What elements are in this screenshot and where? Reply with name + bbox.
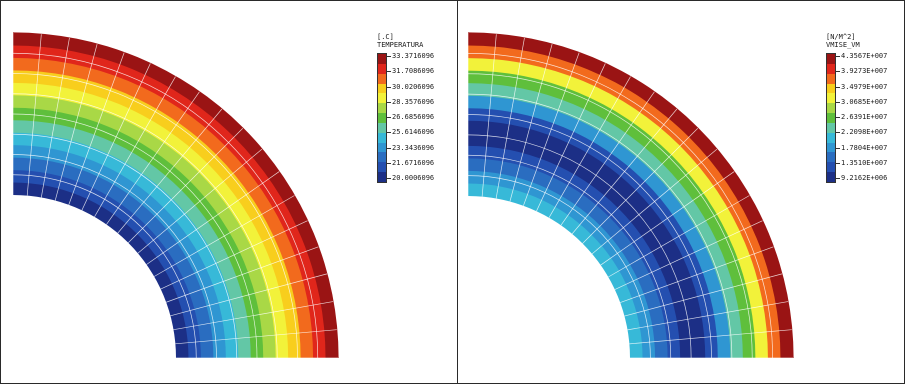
legend-label: 1.7804E+007	[841, 143, 888, 152]
temperature-legend: [.C] TEMPERATURA 33.3716096 31.7086096 30.…	[377, 34, 457, 184]
legend-tick	[387, 56, 391, 57]
legend-swatch	[827, 83, 835, 94]
mesh-arc	[467, 175, 651, 359]
contour-band	[13, 169, 202, 358]
legend-swatch	[827, 93, 835, 104]
legend-swatch	[378, 162, 386, 173]
legend-swatch	[827, 122, 835, 134]
legend-swatch	[378, 142, 386, 153]
legend-tick	[836, 56, 840, 57]
legend-tick	[836, 162, 840, 164]
legend-swatch	[827, 142, 835, 153]
legend-label: 3.9273E+007	[841, 67, 888, 76]
mesh-arc	[12, 133, 238, 359]
legend-swatch	[378, 113, 386, 124]
legend-color-bar	[377, 53, 387, 183]
legend-label: 9.2162E+006	[841, 174, 888, 182]
legend-color-bar	[826, 53, 836, 183]
legend-swatch	[378, 172, 386, 183]
mesh-arc	[12, 113, 258, 359]
legend-swatch	[827, 54, 835, 65]
legend-label: 3.4979E+007	[841, 82, 888, 91]
legend-swatch	[378, 54, 386, 65]
contour-band	[468, 132, 694, 358]
contour-band	[13, 157, 214, 358]
legend-swatch	[378, 122, 386, 134]
legend-swatch	[827, 113, 835, 124]
mesh-arc	[467, 114, 712, 359]
legend-title: VMISE_VM	[826, 41, 860, 49]
legend-tick	[387, 162, 391, 164]
legend-label: 23.3436096	[392, 143, 435, 152]
legend-label: 2.6391E+007	[841, 113, 888, 121]
legend-title: TEMPERATURA	[377, 41, 424, 49]
legend-unit: [N/M^2]	[826, 33, 856, 41]
mesh-arc	[467, 134, 692, 359]
legend-tick	[387, 86, 391, 88]
temperature-panel: [.C] TEMPERATURA 33.3716096 31.7086096 30.…	[0, 0, 458, 384]
legend-swatch	[378, 132, 386, 144]
mesh-arc	[12, 93, 278, 359]
legend-label: 20.0006096	[392, 174, 435, 182]
contour-band	[468, 145, 681, 358]
contour-band	[13, 144, 227, 358]
legend-swatch	[827, 63, 835, 75]
legend-tick	[836, 132, 840, 134]
mesh-arc	[467, 53, 773, 359]
mesh-arc	[12, 174, 197, 359]
legend-label: 28.3576096	[392, 97, 435, 106]
legend-tick	[836, 178, 840, 179]
legend-label: 21.6716096	[392, 158, 435, 167]
mesh-arc	[467, 154, 672, 359]
legend-tick	[836, 147, 840, 149]
legend-tick	[387, 117, 391, 118]
legend-tick	[387, 132, 391, 134]
von-mises-panel: [N/M^2] VMISE_VM 4.3567E+007 3.9273E+007 3…	[457, 0, 905, 384]
mesh-arc	[12, 154, 217, 359]
temperature-contour-plot	[12, 32, 339, 359]
legend-label: 1.3510E+007	[841, 158, 888, 167]
legend-label: 26.6856096	[392, 113, 435, 121]
legend-swatch	[827, 132, 835, 144]
mesh-arc	[467, 73, 753, 359]
legend-tick	[387, 101, 391, 103]
contour-band	[468, 170, 656, 358]
legend-tick	[387, 178, 391, 179]
legend-label: 3.0685E+007	[841, 97, 888, 106]
von-mises-contour-plot	[467, 32, 794, 359]
legend-label: 33.3716096	[392, 52, 435, 60]
contour-band	[468, 157, 669, 358]
legend-tick	[387, 147, 391, 149]
contour-band	[13, 132, 239, 358]
legend-label: 4.3567E+007	[841, 52, 888, 60]
mesh-arc	[12, 52, 319, 359]
legend-unit: [.C]	[377, 33, 394, 41]
legend-label: 25.6146096	[392, 128, 435, 137]
legend-swatch	[378, 83, 386, 94]
contour-band	[468, 182, 644, 358]
mesh-arc	[467, 93, 733, 359]
legend-swatch	[378, 152, 386, 163]
legend-swatch	[827, 172, 835, 183]
legend-swatch	[378, 63, 386, 75]
legend-tick	[836, 86, 840, 88]
legend-swatch	[378, 103, 386, 114]
legend-swatch	[827, 162, 835, 173]
legend-tick	[836, 117, 840, 118]
legend-swatch	[827, 73, 835, 85]
von-mises-legend: [N/M^2] VMISE_VM 4.3567E+007 3.9273E+007 3…	[826, 34, 904, 184]
legend-label: 31.7086096	[392, 67, 435, 76]
legend-tick	[836, 101, 840, 103]
legend-swatch	[378, 73, 386, 85]
legend-swatch	[827, 152, 835, 163]
legend-swatch	[827, 103, 835, 114]
legend-label: 2.2098E+007	[841, 128, 888, 137]
mesh-arc	[12, 73, 298, 359]
contour-band	[13, 181, 190, 358]
legend-swatch	[378, 93, 386, 104]
legend-tick	[836, 71, 840, 73]
legend-tick	[387, 71, 391, 73]
legend-label: 30.0206096	[392, 82, 435, 91]
